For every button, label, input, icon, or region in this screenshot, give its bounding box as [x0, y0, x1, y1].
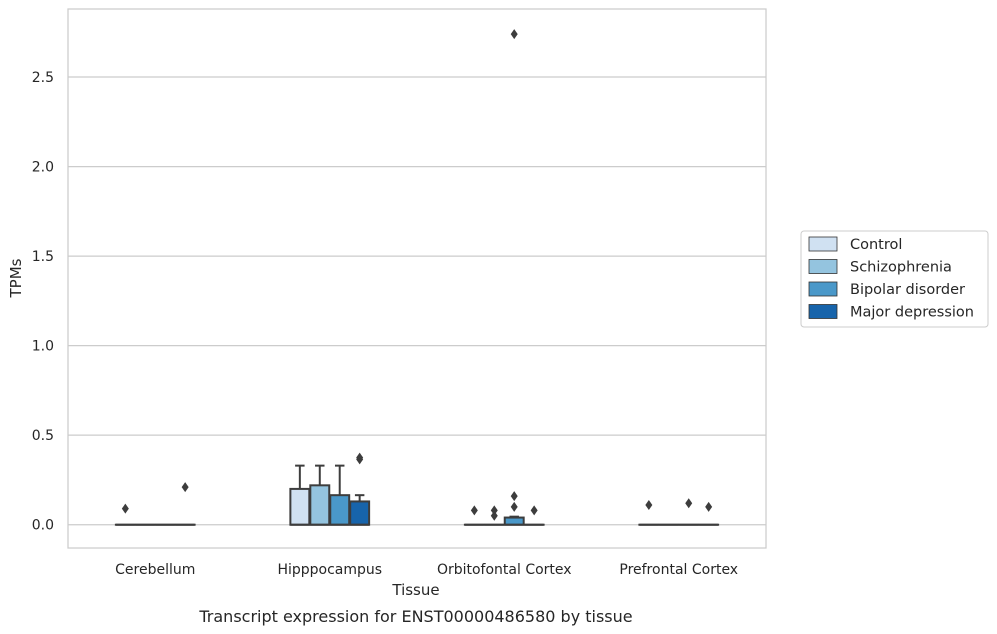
- legend: Control Schizophrenia Bipolar disorder Majo…: [800, 230, 989, 328]
- y-axis-ticks: 0.0 0.5 1.0 1.5 2.0 2.5: [32, 70, 54, 534]
- legend-label: Schizophrenia: [850, 260, 952, 276]
- x-tick-label: Cerebellum: [115, 562, 195, 578]
- outlier-point: [181, 482, 189, 493]
- outlier-point: [645, 500, 653, 511]
- category-group: [638, 498, 720, 526]
- outlier-point: [470, 505, 478, 516]
- legend-item: Bipolar disorder: [808, 281, 965, 298]
- y-tick-label: 0.0: [32, 518, 54, 534]
- category-group: [463, 29, 545, 526]
- outlier-point: [705, 501, 713, 512]
- outlier-point: [121, 503, 129, 514]
- y-tick-label: 1.0: [32, 339, 54, 355]
- category-group: [114, 482, 196, 526]
- legend-label: Control: [850, 237, 902, 253]
- x-tick-label: Hipppocampus: [277, 562, 382, 578]
- outlier-point: [530, 505, 538, 516]
- x-axis-ticks: Cerebellum Hipppocampus Orbitofontal Corte…: [115, 562, 738, 578]
- box: [503, 516, 525, 526]
- box: [309, 484, 331, 526]
- category-group: [289, 452, 371, 526]
- legend-item: Schizophrenia: [808, 259, 952, 276]
- x-tick-label: Orbitofontal Cortex: [437, 562, 572, 578]
- x-axis-title: Tissue: [391, 581, 439, 599]
- y-tick-label: 2.5: [32, 70, 54, 86]
- outlier-point: [490, 510, 498, 521]
- box: [289, 487, 311, 526]
- y-tick-label: 2.0: [32, 160, 54, 176]
- legend-label: Major depression: [850, 305, 974, 321]
- legend-item: Major depression: [808, 304, 974, 321]
- legend-swatch: [808, 259, 838, 274]
- outlier-point: [510, 29, 518, 40]
- outlier-point: [510, 491, 518, 502]
- box: [329, 494, 351, 526]
- legend-swatch: [808, 281, 838, 297]
- box: [349, 500, 371, 526]
- legend-label: Bipolar disorder: [850, 282, 965, 298]
- x-tick-label: Prefrontal Cortex: [619, 562, 738, 578]
- outlier-point: [490, 505, 498, 516]
- y-tick-label: 1.5: [32, 249, 54, 265]
- y-tick-label: 0.5: [32, 428, 54, 444]
- legend-swatch: [808, 236, 838, 252]
- chart-caption: Transcript expression for ENST0000048658…: [198, 607, 632, 626]
- outlier-point: [356, 452, 364, 463]
- legend-swatch: [808, 304, 838, 319]
- outlier-point: [685, 498, 693, 509]
- legend-frame: [800, 230, 989, 328]
- outlier-point: [510, 501, 518, 512]
- box-groups: [114, 29, 720, 526]
- y-axis-title: TPMs: [7, 258, 25, 298]
- legend-item: Control: [808, 236, 902, 253]
- plot-area-frame: [67, 8, 767, 549]
